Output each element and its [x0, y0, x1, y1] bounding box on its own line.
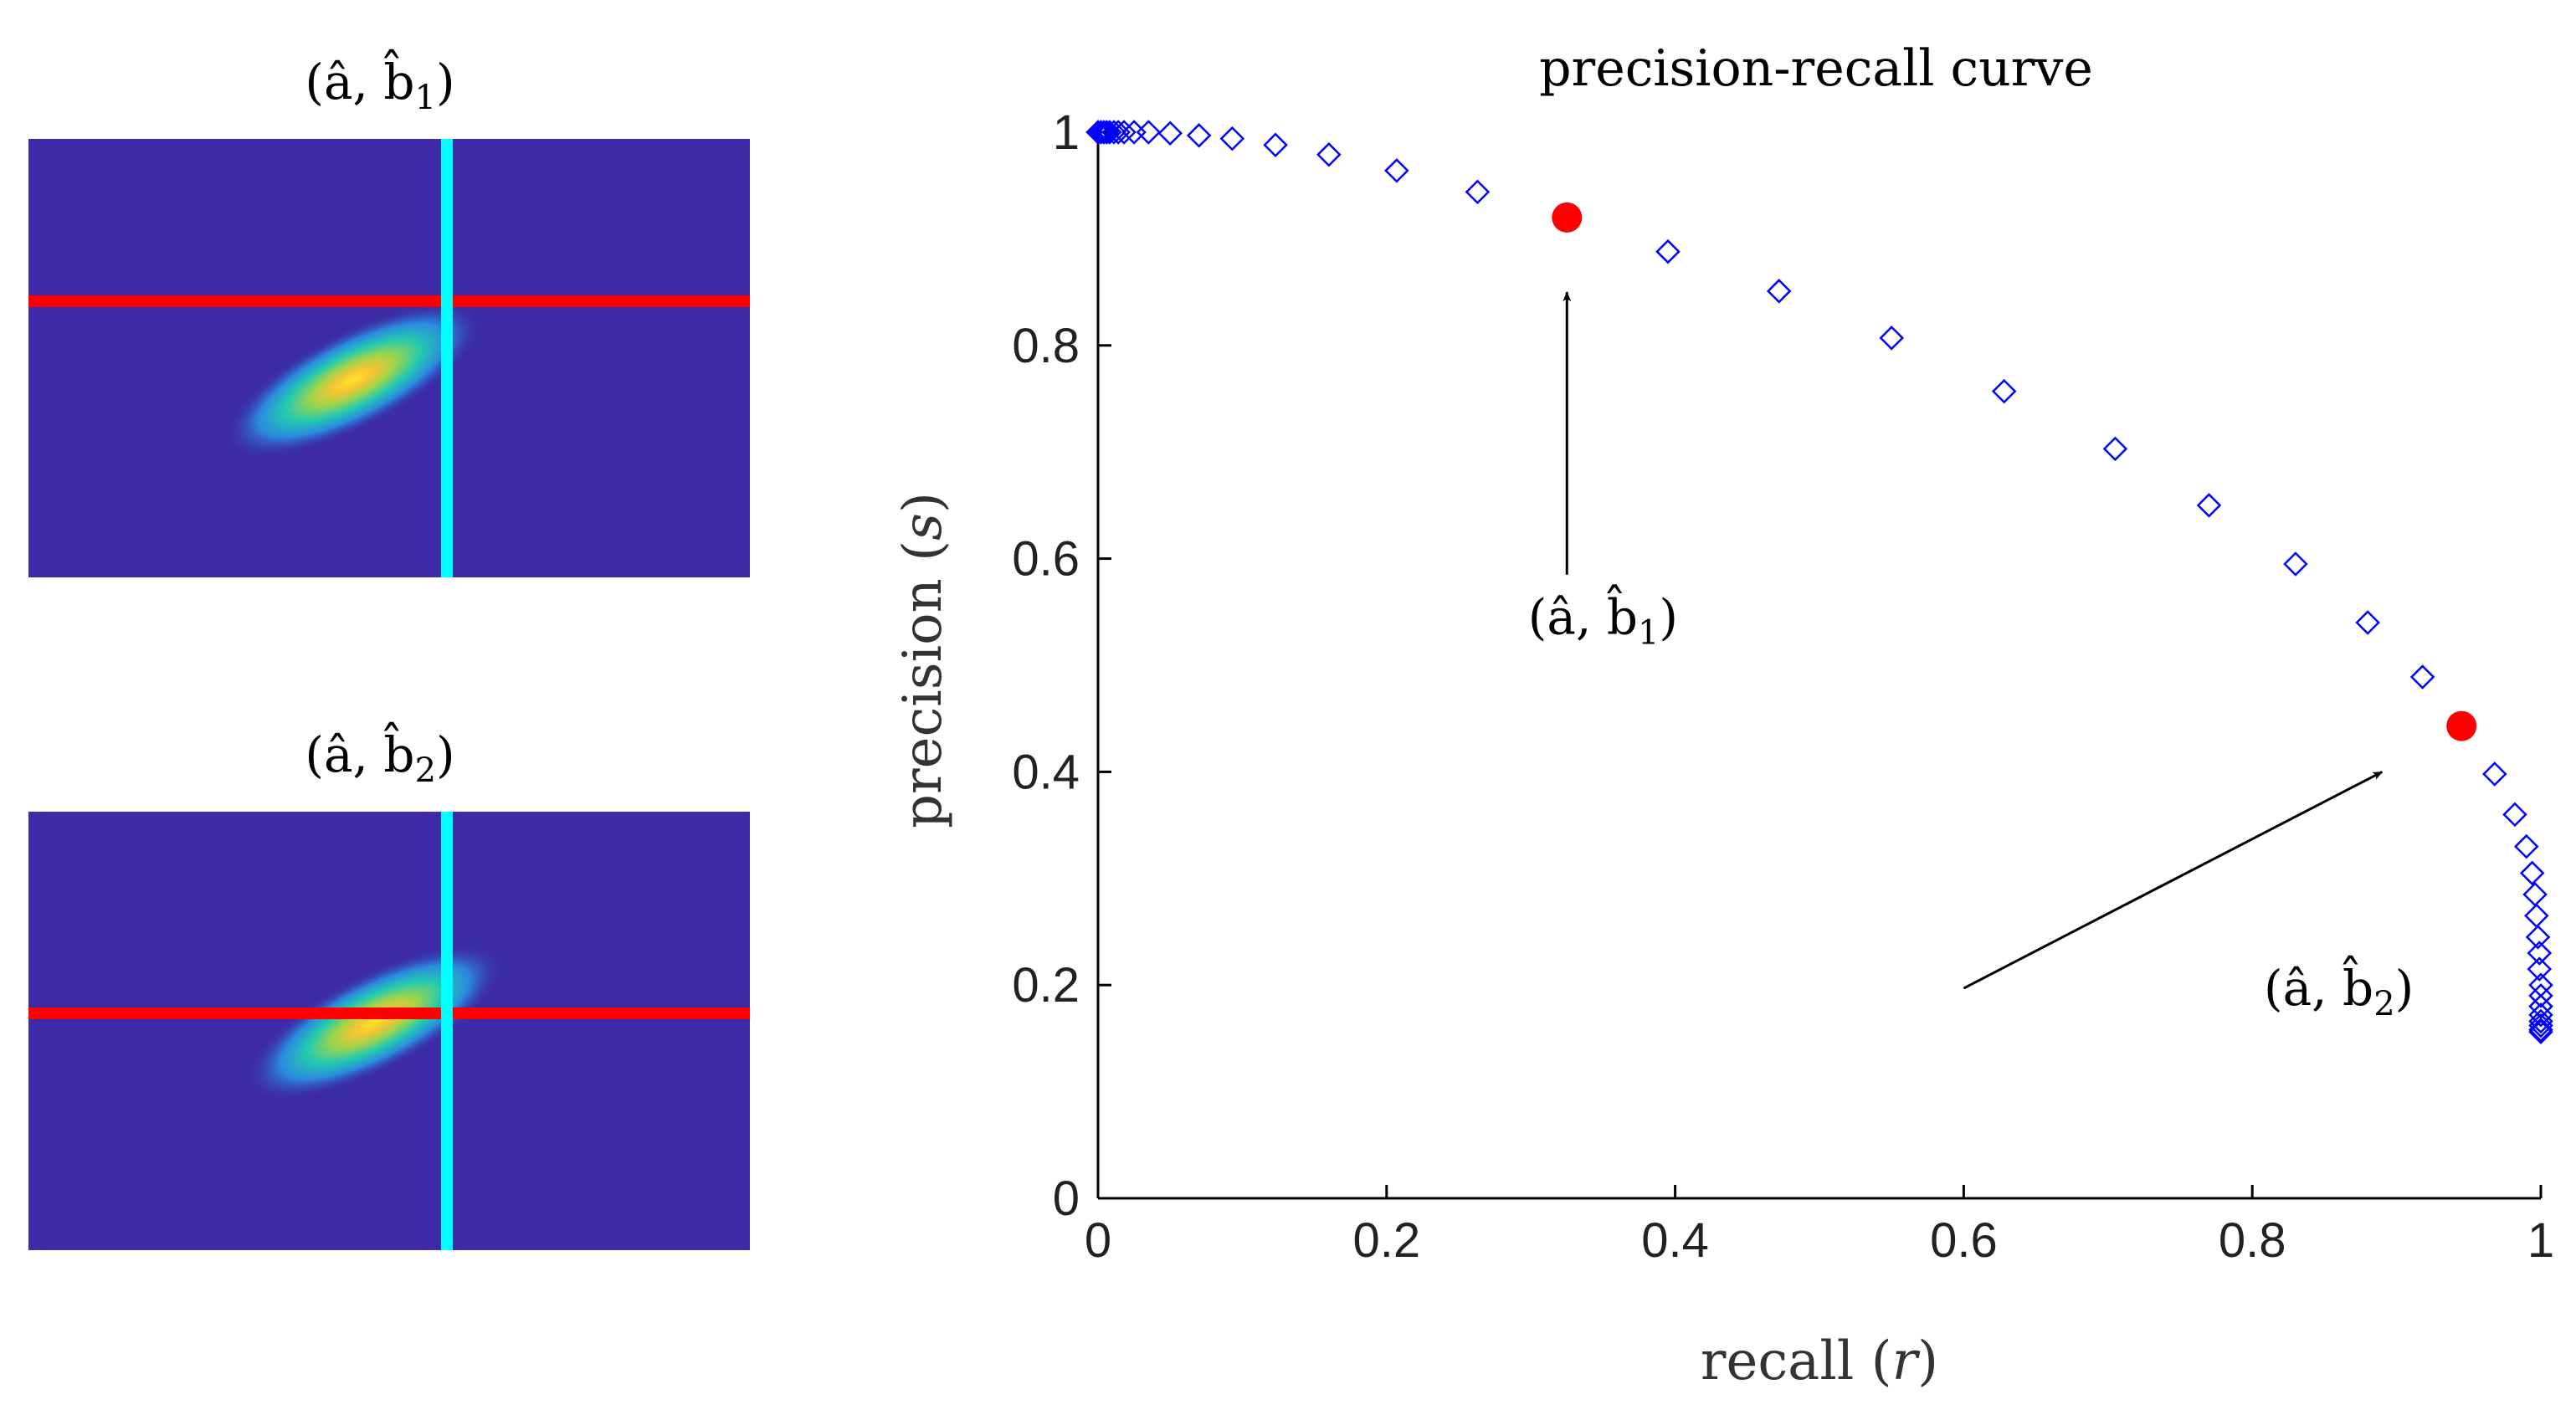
y-axis-label: precision (s) — [892, 492, 954, 828]
data-point — [2525, 925, 2551, 950]
x-tick-label: 0 — [1085, 1213, 1111, 1268]
highlight-points — [1552, 202, 2477, 741]
y-tick-label: 0.6 — [1012, 532, 1080, 587]
data-point — [2409, 664, 2435, 690]
data-point — [2522, 882, 2548, 907]
heatmap-1-title: (â, b̂1) — [305, 49, 454, 117]
chart-title: precision-recall curve — [1539, 39, 2093, 98]
data-point — [2482, 761, 2507, 787]
data-point — [2528, 1017, 2553, 1043]
annotation-1-label: (â, b̂1) — [1528, 584, 1678, 653]
data-point — [2528, 993, 2553, 1019]
data-point — [1101, 120, 1126, 145]
y-tick-label: 0.2 — [1012, 958, 1080, 1013]
data-points — [1085, 120, 2553, 1045]
data-point — [2513, 833, 2539, 859]
data-point — [1384, 158, 1409, 183]
highlight-point — [2446, 710, 2477, 741]
data-point — [2528, 1013, 2553, 1038]
data-point — [2528, 1002, 2553, 1028]
data-point — [2102, 436, 2128, 462]
data-point — [1088, 120, 1114, 145]
data-point — [1991, 378, 2017, 404]
data-point — [1094, 120, 1120, 145]
highlight-point — [1552, 202, 1583, 233]
pr-chart: precision-recall curve 0 0.2 0.4 0.6 0.8 1 00… — [892, 39, 2554, 1392]
data-point — [1136, 120, 1162, 145]
y-tick-label: 0.8 — [1012, 319, 1080, 373]
data-point — [2355, 610, 2380, 635]
annotation-2-arrow — [1963, 771, 2384, 990]
x-ticks: 0 0.2 0.4 0.6 0.8 1 — [1085, 1185, 2554, 1268]
data-point — [2502, 802, 2527, 828]
data-point — [2528, 1019, 2553, 1045]
y-tick-label: 1 — [1053, 105, 1080, 160]
heatmap-2-blob — [244, 943, 505, 1101]
data-point — [2527, 956, 2553, 982]
y-tick-label: 0 — [1053, 1171, 1080, 1226]
heatmap-panel-2: (â, b̂2) — [28, 721, 750, 1250]
annotations: (â, b̂1) (â, b̂2) — [1528, 291, 2414, 1023]
data-point — [1157, 120, 1183, 146]
data-point — [1316, 141, 1342, 167]
x-tick-label: 0.6 — [1930, 1213, 1998, 1268]
data-point — [2527, 941, 2553, 966]
x-axis-label: recall (r) — [1701, 1330, 1938, 1392]
data-point — [1111, 120, 1137, 145]
data-point — [2524, 903, 2549, 929]
data-point — [2528, 1008, 2553, 1034]
data-point — [2283, 551, 2308, 577]
heatmap-1-blob — [222, 301, 484, 459]
data-point — [1465, 179, 1491, 205]
x-tick-label: 0.4 — [1641, 1213, 1709, 1268]
heatmap-panel-1: (â, b̂1) — [28, 49, 750, 577]
data-point — [1263, 132, 1288, 158]
x-tick-label: 0.2 — [1352, 1213, 1420, 1268]
x-tick-label: 1 — [2527, 1213, 2554, 1268]
data-point — [1766, 279, 1792, 304]
data-point — [1186, 123, 1212, 148]
annotation-2-label: (â, b̂2) — [2264, 955, 2414, 1023]
data-point — [2196, 493, 2222, 518]
data-point — [2519, 860, 2545, 886]
x-tick-label: 0.8 — [2219, 1213, 2286, 1268]
y-ticks: 0 0.2 0.4 0.6 0.8 1 — [1012, 105, 1111, 1226]
heatmap-2-title: (â, b̂2) — [305, 721, 454, 790]
data-point — [1219, 126, 1245, 151]
data-point — [1655, 238, 1681, 264]
y-tick-label: 0.4 — [1012, 745, 1080, 799]
data-point — [1879, 326, 1904, 351]
data-point — [2528, 983, 2553, 1008]
